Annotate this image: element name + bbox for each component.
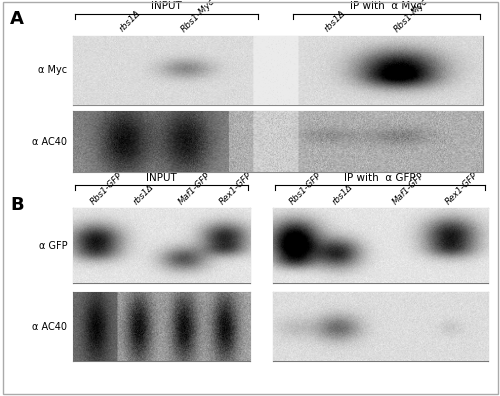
Text: Rex1-GFP: Rex1-GFP bbox=[444, 170, 480, 206]
Text: Rbs1-GFP: Rbs1-GFP bbox=[288, 171, 324, 206]
Text: rbs1Δ: rbs1Δ bbox=[322, 9, 347, 34]
Text: α GFP: α GFP bbox=[39, 240, 68, 251]
Text: INPUT: INPUT bbox=[146, 173, 176, 183]
Text: Maf1-GFP: Maf1-GFP bbox=[391, 171, 426, 206]
Text: rbs1Δ: rbs1Δ bbox=[118, 9, 142, 34]
Text: α AC40: α AC40 bbox=[32, 322, 68, 331]
Text: A: A bbox=[10, 10, 24, 28]
Text: Rbs1-GFP: Rbs1-GFP bbox=[89, 171, 125, 206]
Text: IP with  α Myc: IP with α Myc bbox=[350, 2, 422, 11]
Text: Rbs1-Myc: Rbs1-Myc bbox=[179, 0, 216, 34]
Text: INPUT: INPUT bbox=[151, 2, 182, 11]
Text: rbs1Δ: rbs1Δ bbox=[330, 183, 354, 206]
Text: α AC40: α AC40 bbox=[32, 137, 68, 147]
Text: B: B bbox=[10, 196, 24, 214]
Text: Rbs1-Myc: Rbs1-Myc bbox=[392, 0, 430, 34]
Text: IP with  α GFP: IP with α GFP bbox=[344, 173, 416, 183]
Text: Maf1-GFP: Maf1-GFP bbox=[177, 171, 212, 206]
Text: α Myc: α Myc bbox=[38, 65, 68, 75]
Text: Rex1-GFP: Rex1-GFP bbox=[218, 170, 254, 206]
Text: rbs1Δ: rbs1Δ bbox=[132, 183, 156, 206]
